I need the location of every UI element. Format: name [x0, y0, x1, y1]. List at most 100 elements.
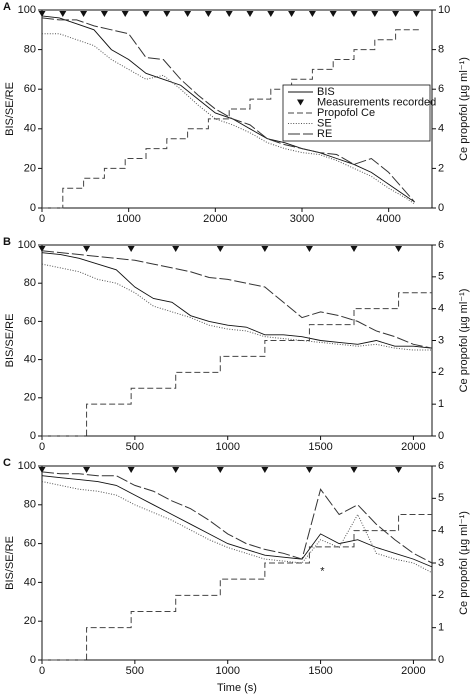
x-tick-label: 0: [39, 665, 45, 677]
y-axis-label: BIS/SE/RE: [4, 82, 16, 136]
measurement-marker: [83, 467, 91, 473]
legend-label: RE: [317, 128, 332, 140]
y2-tick-label: 10: [438, 4, 450, 16]
y2-tick-label: 0: [438, 202, 444, 214]
measurement-marker: [80, 11, 88, 17]
measurement-marker: [288, 11, 296, 17]
y2-tick-label: 5: [438, 492, 444, 504]
annotation: *: [320, 566, 325, 578]
measurement-marker: [261, 467, 269, 473]
x-tick-label: 3000: [290, 213, 314, 225]
measurement-marker: [83, 246, 91, 252]
x-tick-label: 0: [39, 213, 45, 225]
y-tick-label: 40: [24, 576, 36, 588]
measurement-marker: [308, 11, 316, 17]
series-line: [42, 29, 419, 209]
x-tick-label: 1500: [308, 441, 332, 453]
x-tick-label: 2000: [401, 441, 425, 453]
panel-label: B: [3, 236, 11, 248]
plot-frame: [41, 9, 433, 209]
measurement-marker: [127, 246, 135, 252]
legend-label: Propofol Ce: [317, 107, 375, 119]
series-line: [41, 17, 416, 203]
legend-label: BIS: [317, 86, 335, 98]
measurement-marker: [305, 467, 313, 473]
measurement-marker: [127, 467, 135, 473]
measurement-marker: [395, 246, 403, 252]
y-tick-label: 0: [30, 202, 36, 214]
y-tick-label: 0: [30, 654, 36, 666]
measurement-marker: [59, 11, 67, 17]
y-tick-label: 80: [24, 277, 36, 289]
measurement-marker: [100, 11, 108, 17]
y2-tick-label: 1: [438, 622, 444, 634]
series-line: [41, 252, 433, 349]
y-tick-label: 100: [18, 4, 36, 16]
y2-tick-label: 0: [438, 430, 444, 442]
measurement-marker: [216, 246, 224, 252]
measurement-marker: [38, 467, 46, 473]
legend-label: SE: [317, 117, 332, 129]
x-tick-label: 0: [39, 441, 45, 453]
measurement-marker: [350, 11, 358, 17]
panel-label: A: [3, 1, 11, 13]
series-line: [41, 475, 433, 568]
series-line: [41, 481, 433, 574]
x-tick-label: 1000: [116, 213, 140, 225]
measurement-marker: [350, 467, 358, 473]
measurement-marker: [184, 11, 192, 17]
x-tick-label: 500: [126, 665, 144, 677]
y2-axis-label: Ce propofol (µg ml⁻¹): [458, 511, 470, 615]
measurement-marker: [172, 246, 180, 252]
measurement-marker: [412, 11, 420, 17]
x-tick-label: 4000: [376, 213, 400, 225]
measurement-marker: [261, 246, 269, 252]
y-tick-label: 20: [24, 615, 36, 627]
series-line: [41, 263, 432, 351]
y2-axis-label: Ce propofol (µg ml⁻¹): [458, 57, 470, 161]
y-tick-label: 20: [24, 392, 36, 404]
measurement-marker: [38, 11, 46, 17]
y2-tick-label: 2: [438, 589, 444, 601]
measurement-marker: [172, 467, 180, 473]
y2-tick-label: 1: [438, 398, 444, 410]
y2-tick-label: 4: [438, 123, 444, 135]
x-tick-label: 2000: [401, 665, 425, 677]
measurement-marker: [350, 246, 358, 252]
measurement-marker: [392, 11, 400, 17]
y-tick-label: 40: [24, 123, 36, 135]
y-tick-label: 100: [18, 239, 36, 251]
measurement-marker: [305, 246, 313, 252]
measurement-marker: [267, 11, 275, 17]
x-tick-label: 1500: [308, 665, 332, 677]
measurement-marker: [329, 11, 337, 17]
y-tick-label: 100: [18, 460, 36, 472]
x-tick-label: 1000: [215, 665, 239, 677]
y2-tick-label: 3: [438, 557, 444, 569]
measurement-marker: [38, 246, 46, 252]
y2-tick-label: 6: [438, 460, 444, 472]
y-tick-label: 0: [30, 430, 36, 442]
y-tick-label: 40: [24, 354, 36, 366]
measurement-marker: [142, 11, 150, 17]
measurement-marker: [204, 11, 212, 17]
x-tick-label: 2000: [203, 213, 227, 225]
plot-frame: [41, 465, 433, 661]
measurement-marker: [225, 11, 233, 17]
measurement-marker: [216, 467, 224, 473]
panel-label: C: [3, 457, 11, 469]
y2-axis-label: Ce propofol (µg ml⁻¹): [458, 289, 470, 393]
y2-tick-label: 8: [438, 44, 444, 56]
measurement-marker: [121, 11, 129, 17]
measurement-marker: [246, 11, 254, 17]
y2-tick-label: 2: [438, 366, 444, 378]
legend-marker: [297, 99, 304, 106]
y-tick-label: 60: [24, 538, 36, 550]
y2-tick-label: 4: [438, 525, 444, 537]
y-axis-label: BIS/SE/RE: [4, 536, 16, 590]
series-line: [41, 250, 433, 349]
y2-tick-label: 0: [438, 654, 444, 666]
y-tick-label: 80: [24, 499, 36, 511]
measurement-marker: [371, 11, 379, 17]
